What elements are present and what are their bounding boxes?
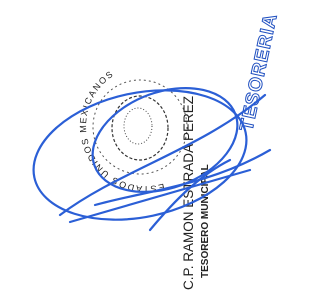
page: ESTADOS UNIDOS MEXICANOS C.P. RAMON ESTR…: [0, 0, 303, 297]
stamp-image: ESTADOS UNIDOS MEXICANOS C.P. RAMON ESTR…: [0, 0, 303, 297]
